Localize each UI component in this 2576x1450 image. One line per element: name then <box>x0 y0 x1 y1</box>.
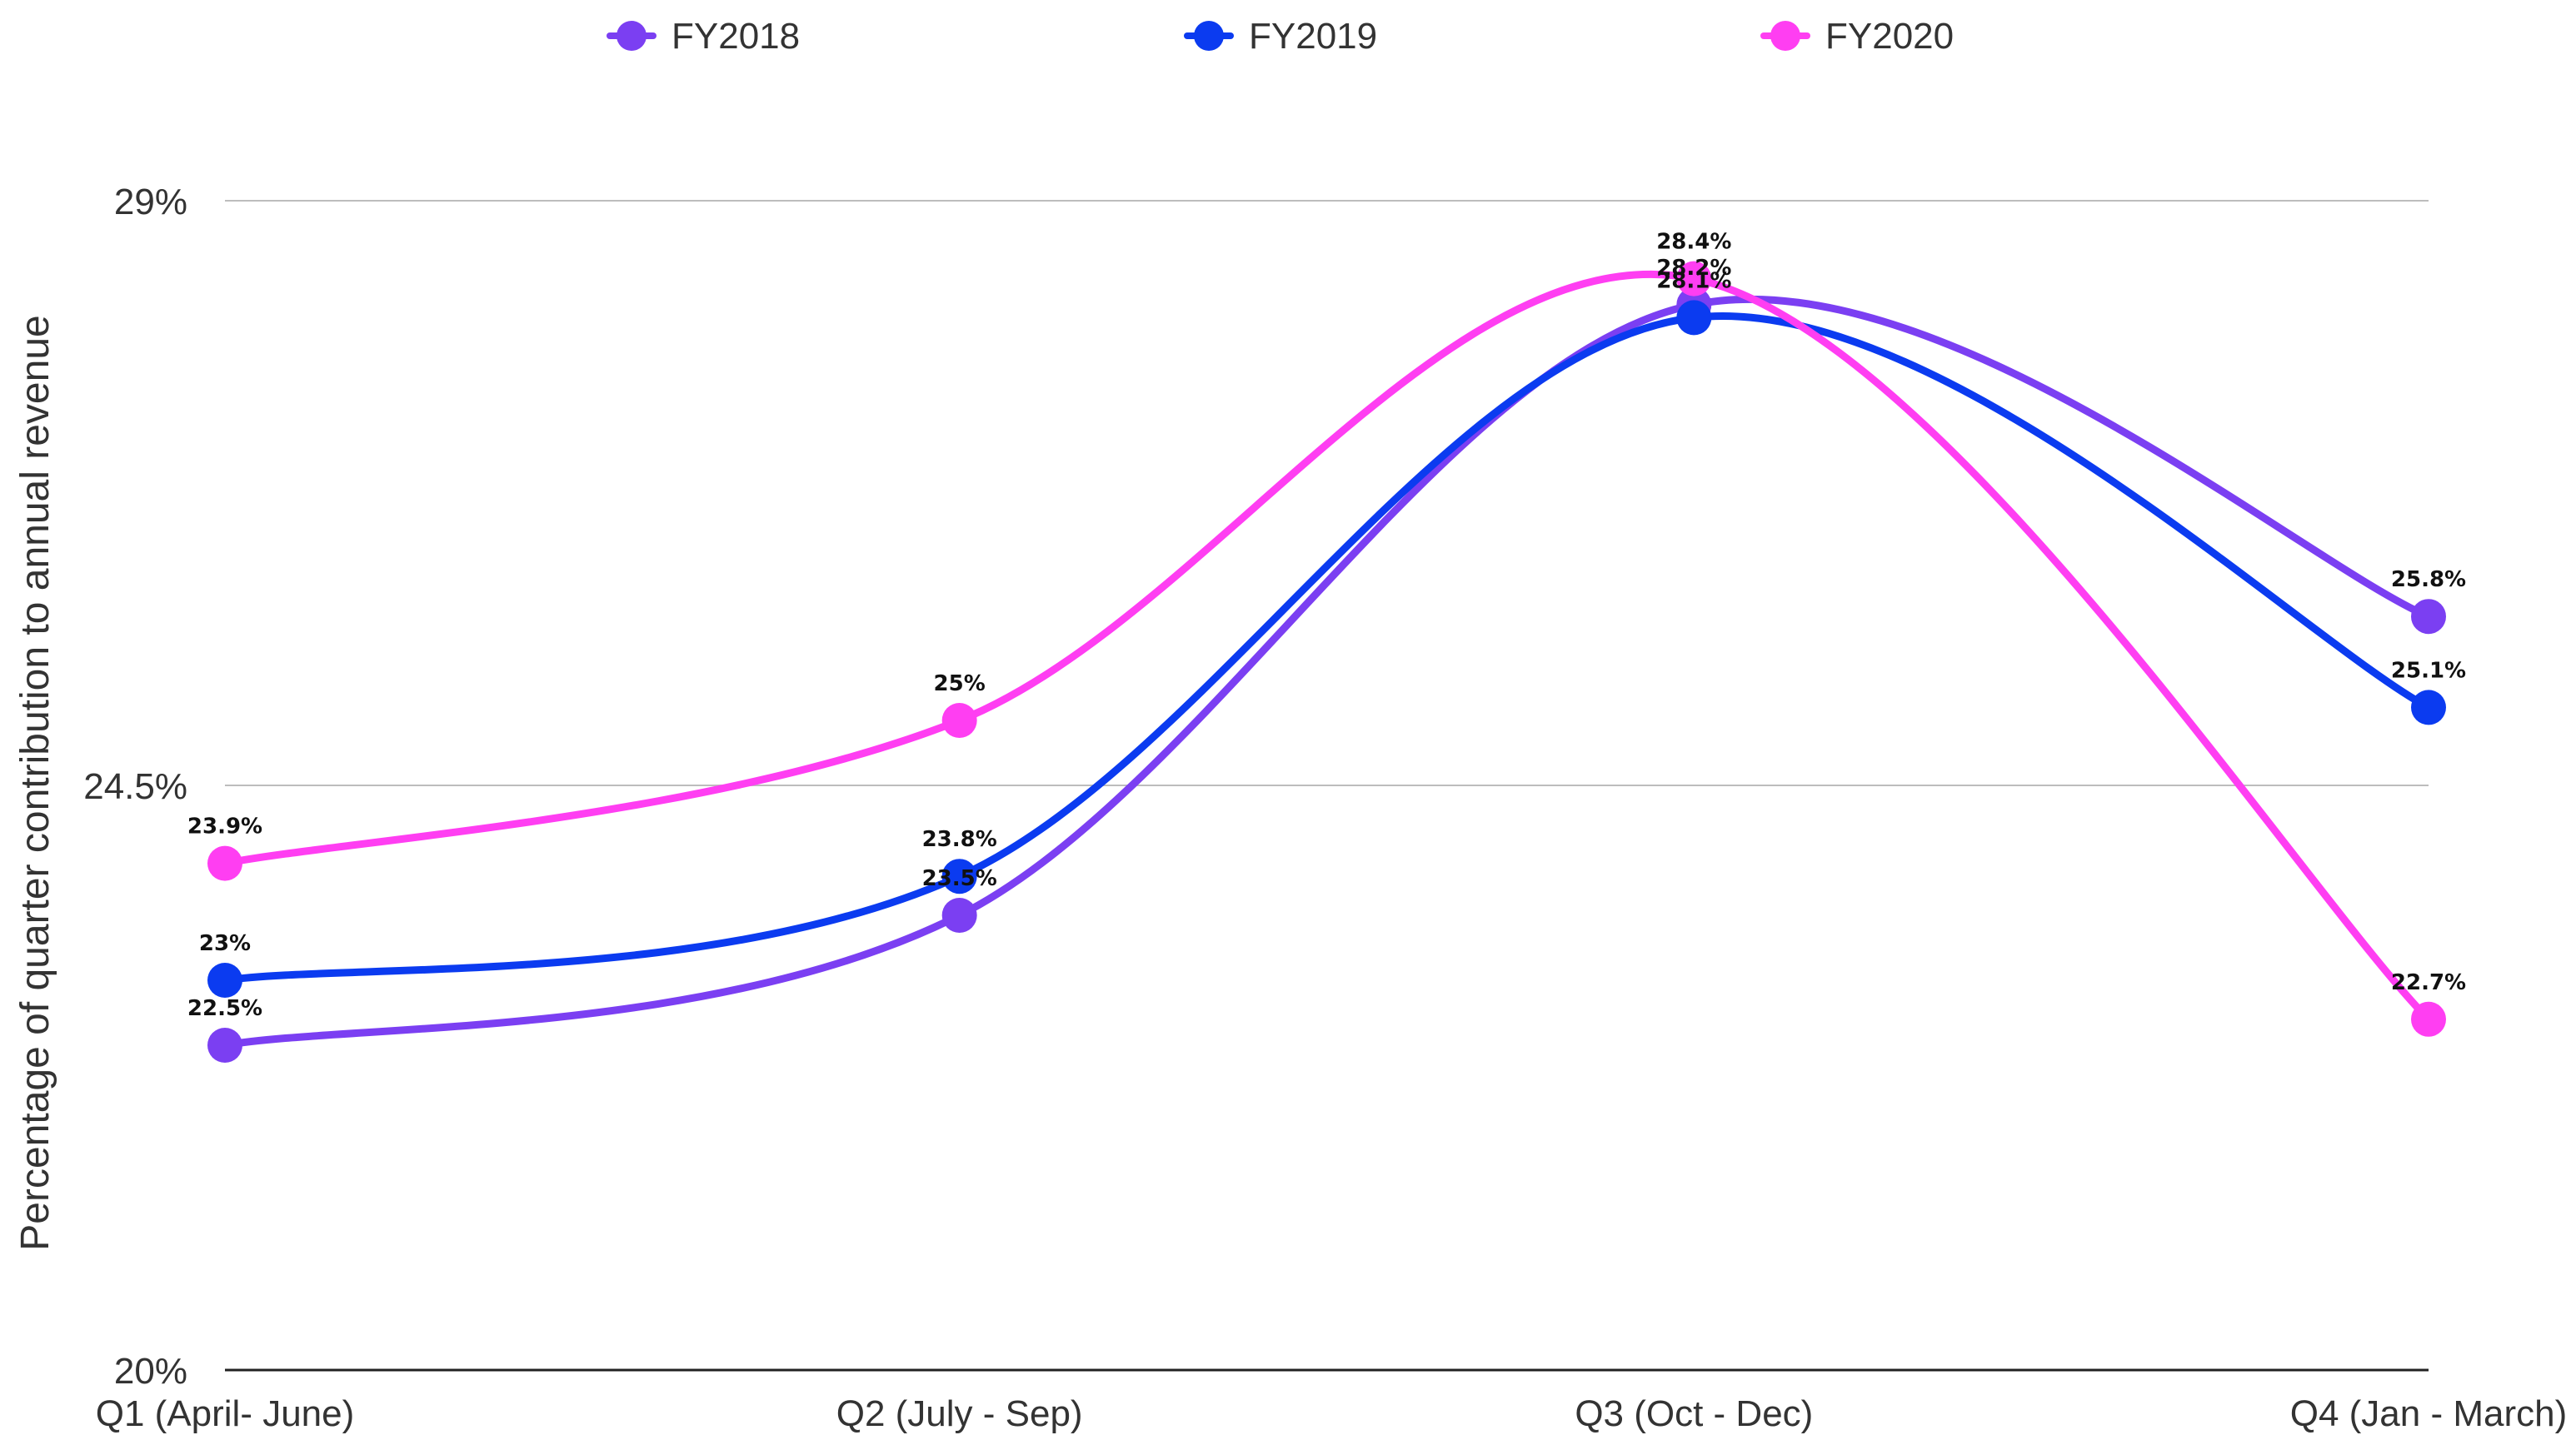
data-point <box>1676 300 1712 336</box>
y-tick-label: 29% <box>114 182 187 222</box>
data-point <box>2411 690 2446 725</box>
legend-item: FY2018 <box>607 16 800 57</box>
series-fy2020 <box>207 261 2446 1037</box>
legend-swatch-marker <box>1194 21 1224 51</box>
data-point <box>207 963 242 998</box>
y-axis-title: Percentage of quarter contribution to an… <box>13 315 57 1250</box>
series-fy2019 <box>207 300 2446 998</box>
data-label: 23.8% <box>922 827 997 852</box>
data-label: 28.1% <box>1656 268 1731 293</box>
data-label: 25.1% <box>2391 658 2466 683</box>
data-point <box>2411 599 2446 635</box>
gridlines <box>225 200 2429 1372</box>
data-point <box>2411 1001 2446 1037</box>
x-tick-label: Q4 (Jan - March) <box>2290 1393 2568 1434</box>
legend-label: FY2020 <box>1825 16 1954 57</box>
data-label: 22.5% <box>187 996 262 1021</box>
x-tick-label: Q2 (July - Sep) <box>836 1393 1083 1434</box>
data-label: 28.4% <box>1656 230 1731 255</box>
x-tick-label: Q1 (April- June) <box>96 1393 355 1434</box>
y-tick-label: 20% <box>114 1351 187 1392</box>
legend-label: FY2019 <box>1249 16 1377 57</box>
data-point <box>941 859 977 894</box>
x-axis-ticks: Q1 (April- June) Q2 (July - Sep) Q3 (Oct -… <box>96 1393 2568 1434</box>
legend-swatch-marker <box>617 21 646 51</box>
data-labels-group: 22.5% 23.5% 28.2% 25.8% 23% 23.8% 28.1% 25.1% 23… <box>187 230 2466 1021</box>
chart-legend: FY2018 FY2019 FY2020 <box>607 16 1954 57</box>
data-label: 23.5% <box>922 866 997 891</box>
data-label: 25% <box>934 671 986 696</box>
x-tick-label: Q3 (Oct - Dec) <box>1575 1393 1813 1434</box>
series-line <box>221 270 2433 1024</box>
legend-label: FY2018 <box>671 16 800 57</box>
series-fy2018 <box>207 287 2446 1063</box>
data-point <box>941 898 977 933</box>
series-line <box>221 312 2433 984</box>
legend-swatch-marker <box>1770 21 1800 51</box>
legend-item: FY2020 <box>1760 16 1954 57</box>
data-label: 23% <box>199 931 251 956</box>
data-label: 22.7% <box>2391 970 2466 995</box>
y-axis-ticks: 20% 24.5% 29% <box>83 182 187 1392</box>
data-label: 23.9% <box>187 815 262 840</box>
data-point <box>941 703 977 738</box>
data-point <box>1676 261 1712 296</box>
series-group <box>207 261 2446 1063</box>
y-tick-label: 24.5% <box>83 766 187 807</box>
data-label: 25.8% <box>2391 567 2466 592</box>
data-point <box>207 1028 242 1063</box>
series-line <box>221 296 2433 1049</box>
data-point <box>207 845 242 881</box>
legend-item: FY2019 <box>1184 16 1377 57</box>
data-label: 28.2% <box>1656 256 1731 281</box>
